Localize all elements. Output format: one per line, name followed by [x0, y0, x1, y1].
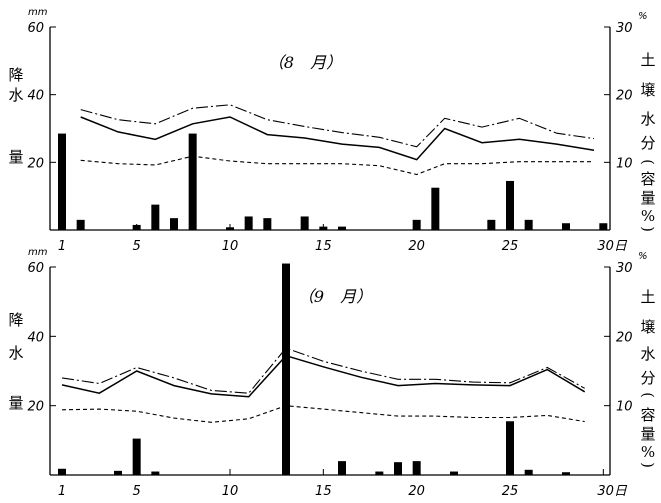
chart-title: （8 月） — [268, 53, 342, 72]
y-left-label-char: 水 — [8, 86, 23, 104]
y-left-tick-label: 40 — [27, 330, 44, 345]
precip-bar — [58, 133, 66, 230]
moisture-line-dashed — [61, 405, 585, 423]
y-left-tick-label: 20 — [27, 156, 44, 171]
precip-bar — [170, 218, 178, 230]
y-right-label-char: 壌 — [640, 81, 655, 99]
precip-bar — [76, 219, 85, 230]
y-left-label-char: 水 — [8, 344, 23, 362]
precip-bar — [226, 227, 234, 230]
y-left-tick-label: 60 — [27, 21, 44, 36]
precip-bar — [487, 219, 496, 230]
y-left-label-char: 量 — [8, 394, 23, 412]
x-tick-label: 10 — [222, 484, 239, 499]
x-tick-label: 1 — [58, 239, 66, 254]
x-tick-label: 20 — [408, 484, 425, 499]
y-right-label-char: % — [641, 207, 655, 225]
precip-bar — [524, 219, 533, 230]
x-tick-label: 10 — [222, 239, 239, 254]
precip-bar — [114, 470, 122, 475]
precip-bar — [562, 223, 570, 230]
y-right-label-char: ( — [639, 159, 657, 165]
precip-bar — [319, 226, 328, 230]
y-right-label-char: 量 — [640, 189, 655, 207]
precip-bar — [300, 216, 309, 230]
y-left-tick-label: 20 — [27, 400, 44, 415]
precip-bar — [263, 218, 272, 230]
y-right-label-char: 分 — [640, 134, 655, 152]
precip-bar — [431, 187, 440, 230]
x-tick-label: 15 — [315, 239, 332, 254]
x-tick-label-last: 30日 — [597, 239, 628, 254]
y-right-tick-label: 30 — [616, 21, 633, 36]
right-unit: % — [638, 251, 648, 262]
y-right-tick-label: 30 — [616, 261, 633, 276]
precip-bar — [412, 219, 421, 230]
precip-bar — [132, 438, 141, 475]
x-tick-label: 20 — [408, 239, 425, 254]
y-right-label-char: % — [641, 443, 655, 461]
precip-bar — [282, 263, 290, 475]
left-unit: mm — [28, 7, 48, 18]
precip-bar — [524, 469, 533, 475]
precip-bar — [562, 472, 570, 475]
y-left-label-char: 降 — [8, 66, 23, 84]
left-unit: mm — [28, 247, 48, 258]
precip-bar — [394, 462, 402, 475]
precip-bar — [375, 471, 384, 475]
y-left-tick-label: 40 — [27, 89, 44, 104]
moisture-line-dash-dot — [80, 104, 595, 148]
y-right-label-char: 水 — [640, 110, 655, 128]
moisture-line-dash-dot — [61, 347, 585, 394]
x-tick-label: 1 — [58, 484, 66, 499]
x-tick-label: 15 — [315, 484, 332, 499]
y-right-tick-label: 10 — [616, 400, 633, 415]
precip-bar — [151, 471, 160, 475]
y-left-label-char: 降 — [8, 311, 23, 329]
precip-bar — [412, 461, 421, 475]
y-right-label-char: ( — [639, 392, 657, 398]
x-tick-label: 25 — [502, 239, 519, 254]
precip-bar — [58, 468, 66, 475]
y-right-label-char: 量 — [640, 425, 655, 443]
x-tick-label-last: 30日 — [597, 484, 628, 499]
y-right-tick-label: 10 — [616, 156, 633, 171]
y-right-label-char: ) — [639, 226, 657, 232]
precip-bar — [188, 133, 197, 230]
precip-bar — [450, 471, 458, 475]
y-right-label-char: 分 — [640, 369, 655, 387]
y-right-label-char: 水 — [640, 345, 655, 363]
precip-bar — [151, 204, 160, 230]
y-right-label-char: 土 — [640, 288, 655, 306]
y-right-label-char: 容 — [640, 406, 655, 424]
y-right-label-char: 壌 — [640, 318, 655, 336]
precip-bar — [132, 224, 141, 230]
precip-bar — [599, 223, 608, 230]
moisture-line-solid — [80, 116, 595, 161]
x-tick-label: 5 — [133, 484, 141, 499]
x-tick-label: 5 — [133, 239, 141, 254]
chart-title: （9 月） — [298, 287, 372, 306]
moisture-line-solid — [61, 354, 586, 398]
precip-bar — [338, 226, 346, 230]
y-right-label-char: ) — [639, 462, 657, 468]
x-tick-label: 25 — [502, 484, 519, 499]
y-right-tick-label: 20 — [616, 330, 633, 345]
y-right-label-char: 土 — [640, 51, 655, 69]
precip-bar — [244, 216, 253, 230]
right-unit: % — [638, 11, 648, 22]
y-left-tick-label: 60 — [27, 261, 44, 276]
y-right-label-char: 容 — [640, 170, 655, 188]
y-left-label-char: 量 — [8, 148, 23, 166]
precip-bar — [506, 180, 514, 230]
y-right-tick-label: 20 — [616, 89, 633, 104]
precip-bar — [506, 421, 514, 475]
precip-bar — [338, 461, 346, 475]
moisture-line-dashed — [80, 155, 594, 176]
